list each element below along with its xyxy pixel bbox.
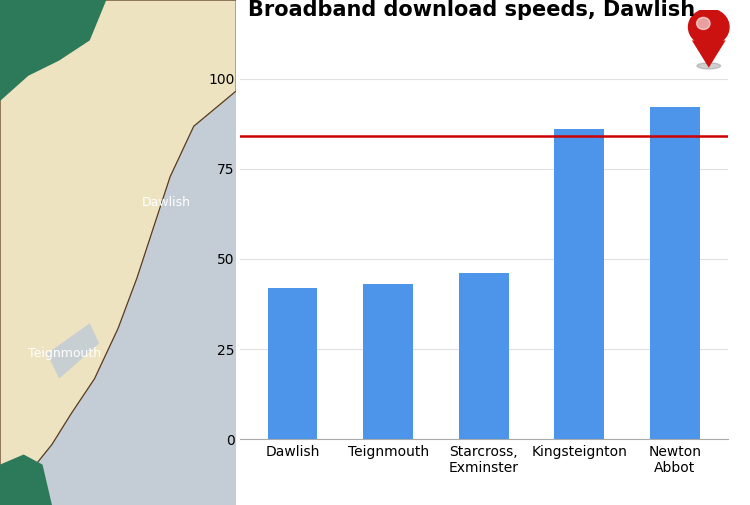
Bar [268,288,317,439]
Polygon shape [0,0,236,495]
Polygon shape [0,0,106,101]
Bar [459,273,509,439]
Bar [554,129,604,439]
Text: Broadband download speeds, Dawlish: Broadband download speeds, Dawlish [248,0,694,20]
Bar [650,108,700,439]
Polygon shape [47,323,99,379]
Polygon shape [692,40,725,68]
Polygon shape [0,454,52,505]
Text: Teignmouth: Teignmouth [28,347,101,360]
Circle shape [697,17,710,29]
Bar [363,284,413,439]
Ellipse shape [697,63,721,69]
Circle shape [688,9,729,45]
Text: Dawlish: Dawlish [142,195,190,209]
Polygon shape [0,0,236,505]
